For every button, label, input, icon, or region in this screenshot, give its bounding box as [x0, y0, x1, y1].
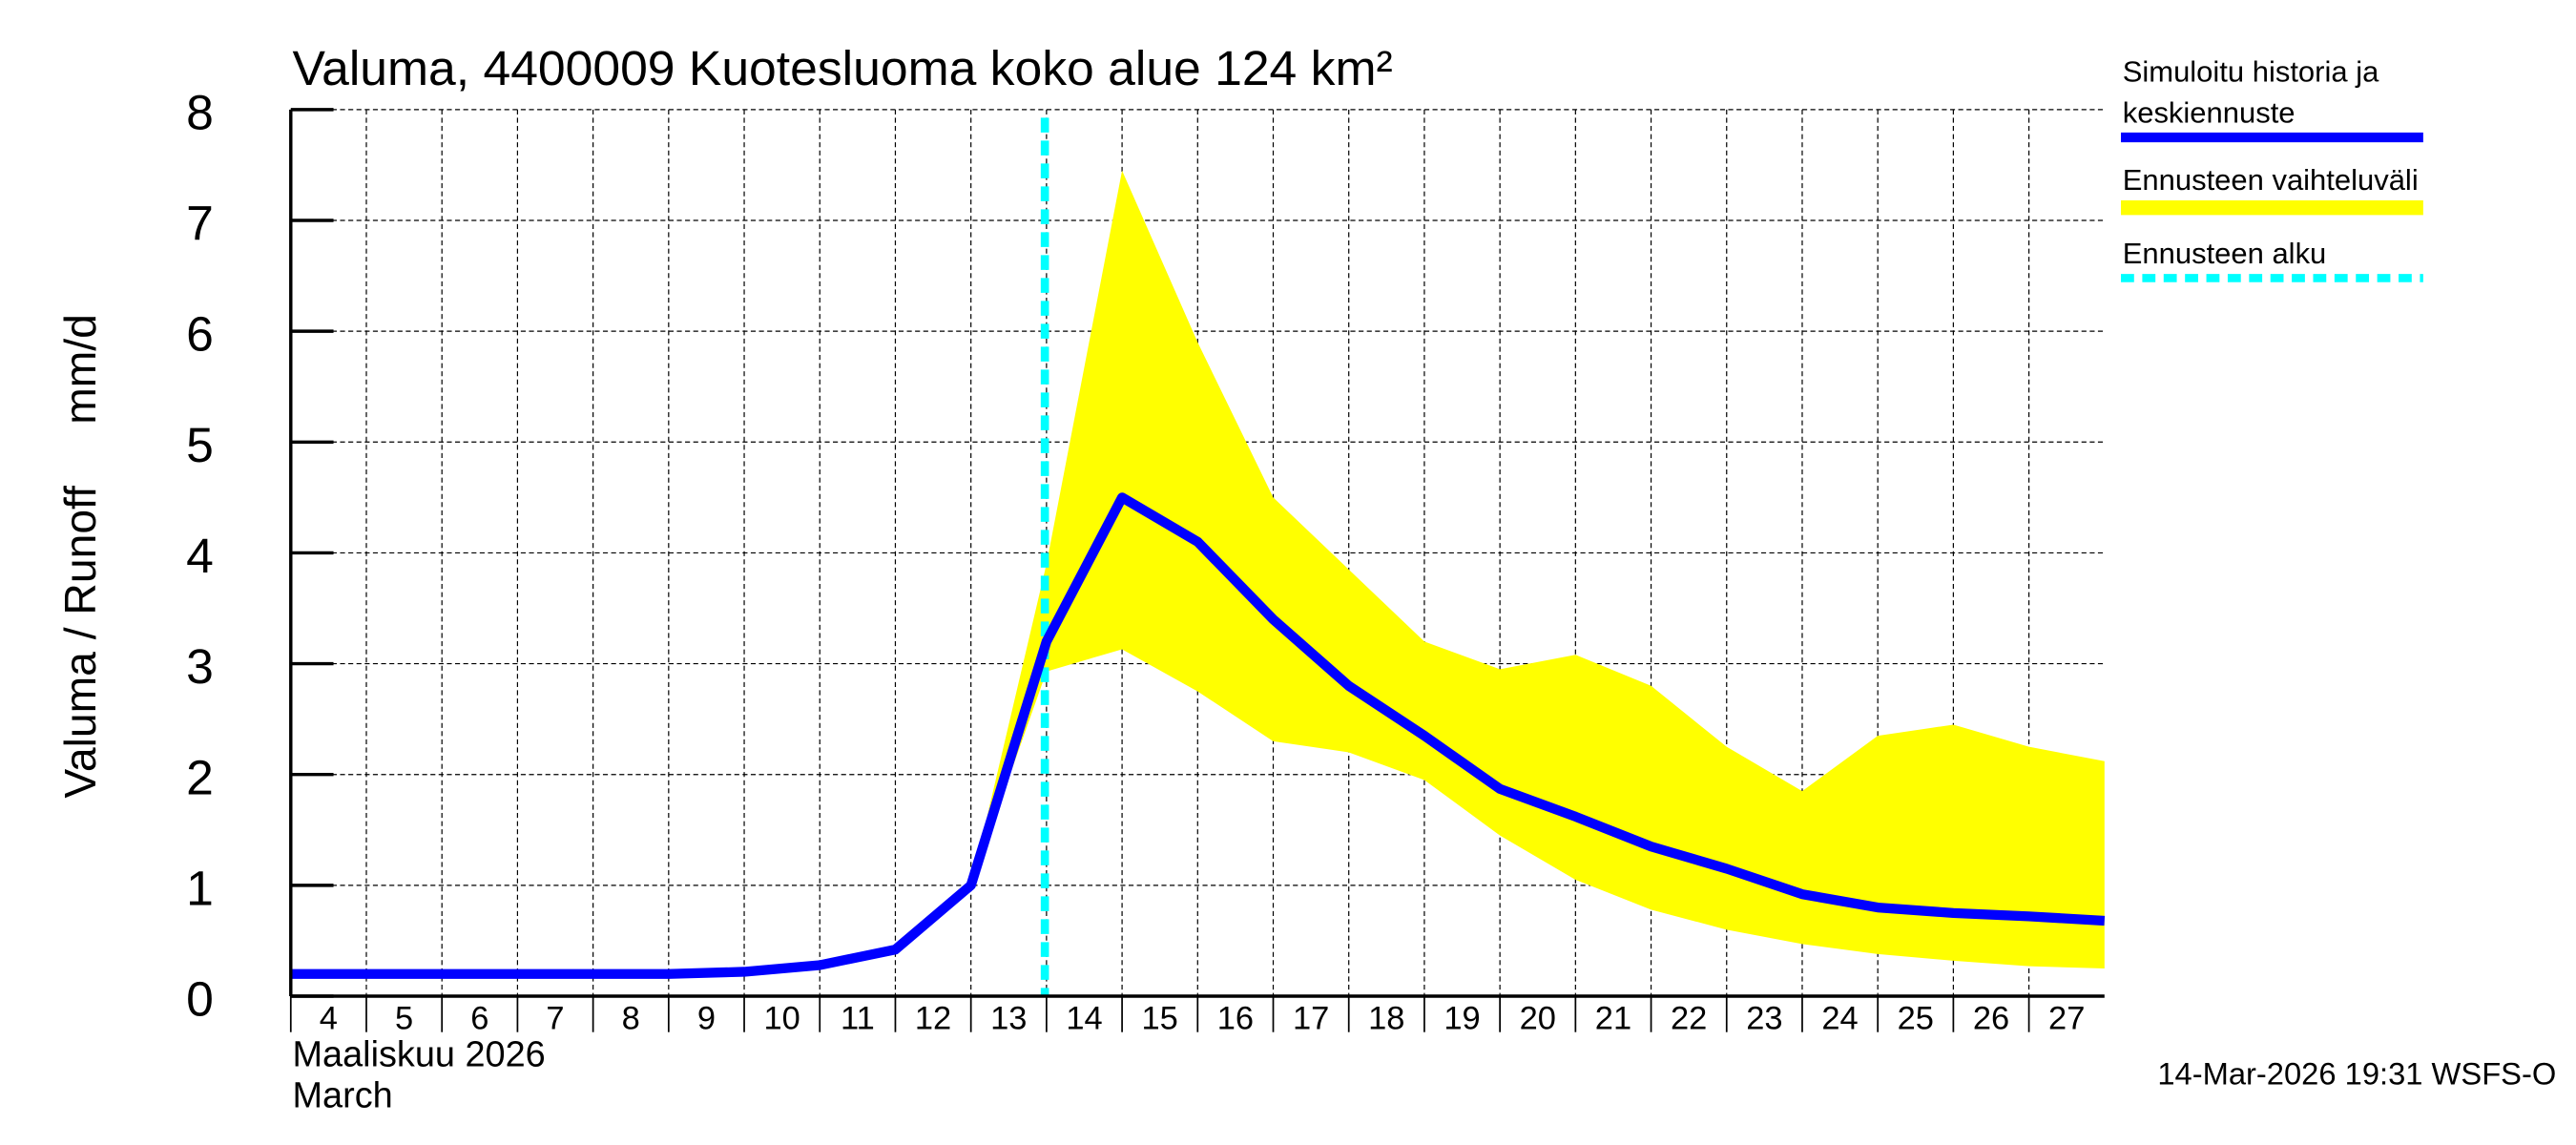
y-tick-label: 8: [186, 85, 214, 140]
x-tick-label: 25: [1898, 1000, 1934, 1036]
footer-timestamp: 14-Mar-2026 19:31 WSFS-O: [2157, 1056, 2556, 1092]
x-tick-label: 6: [470, 1000, 488, 1036]
x-tick-label: 10: [763, 1000, 800, 1036]
x-axis-label-fi: Maaliskuu 2026: [293, 1035, 546, 1075]
y-tick-label: 4: [186, 528, 214, 583]
y-tick-label: 2: [186, 749, 214, 804]
y-tick-label: 6: [186, 306, 214, 362]
x-tick-label: 18: [1368, 1000, 1404, 1036]
legend-label-simulated-1: Simuloitu historia ja: [2123, 55, 2379, 89]
x-tick-label: 20: [1520, 1000, 1556, 1036]
legend-label-simulated-2: keskiennuste: [2123, 96, 2296, 130]
legend-label-forecast-start: Ennusteen alku: [2123, 237, 2327, 270]
y-tick-label: 5: [186, 417, 214, 472]
y-axis-label: Valuma / Runoff mm/d: [55, 314, 105, 798]
legend: Simuloitu historia ja keskiennuste Ennus…: [2121, 55, 2423, 282]
legend-label-range: Ennusteen vaihteluväli: [2123, 163, 2419, 197]
x-tick-label: 16: [1217, 1000, 1254, 1036]
x-tick-label: 26: [1973, 1000, 2009, 1036]
x-tick-label: 4: [320, 1000, 338, 1036]
x-tick-label: 17: [1293, 1000, 1329, 1036]
x-tick-label: 7: [546, 1000, 564, 1036]
x-tick-label: 23: [1746, 1000, 1782, 1036]
x-tick-label: 15: [1142, 1000, 1178, 1036]
y-tick-label: 3: [186, 638, 214, 694]
y-tick-label: 0: [186, 971, 214, 1027]
x-tick-label: 24: [1821, 1000, 1858, 1036]
series-lines: [290, 117, 2106, 996]
forecast-range-band: [970, 170, 2105, 968]
x-tick-label: 19: [1444, 1000, 1480, 1036]
x-tick-label: 5: [395, 1000, 413, 1036]
x-tick-label: 11: [841, 1000, 875, 1036]
x-tick-label: 12: [915, 1000, 951, 1036]
simulated-runoff-line: [290, 492, 2106, 979]
x-tick-label: 14: [1066, 1000, 1102, 1036]
chart-title: Valuma, 4400009 Kuotesluoma koko alue 12…: [293, 40, 1393, 95]
x-tick-label: 8: [622, 1000, 640, 1036]
y-tick-label: 7: [186, 196, 214, 251]
x-tick-label: 13: [990, 1000, 1027, 1036]
x-tick-label: 27: [2048, 1000, 2085, 1036]
y-tick-label: 1: [186, 861, 214, 916]
forecast-band: [970, 170, 2105, 968]
x-tick-label: 9: [697, 1000, 716, 1036]
x-axis-label-en: March: [293, 1076, 393, 1116]
x-tick-label: 22: [1671, 1000, 1707, 1036]
grid: [290, 109, 2105, 996]
x-tick-label: 21: [1595, 1000, 1631, 1036]
